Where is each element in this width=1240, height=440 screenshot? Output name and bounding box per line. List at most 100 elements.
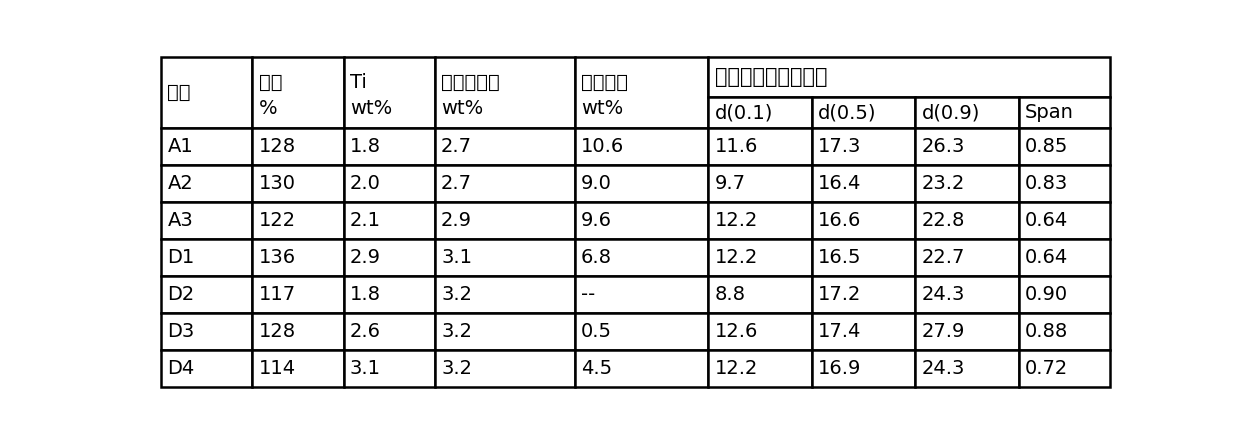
Bar	[915, 313, 1018, 350]
Text: 27.9: 27.9	[921, 322, 965, 341]
Bar	[708, 239, 812, 276]
Bar	[253, 202, 343, 239]
Text: 3.1: 3.1	[441, 248, 472, 267]
Text: 0.85: 0.85	[1024, 137, 1068, 156]
Bar	[1018, 202, 1110, 239]
Bar	[574, 239, 708, 276]
Text: 2.7: 2.7	[441, 174, 472, 193]
Bar	[161, 128, 253, 165]
Text: D4: D4	[167, 359, 195, 378]
Text: 122: 122	[259, 211, 295, 230]
Text: 3.2: 3.2	[441, 322, 472, 341]
Text: D2: D2	[167, 285, 195, 304]
Bar	[574, 128, 708, 165]
Bar	[435, 350, 574, 387]
Bar	[253, 276, 343, 313]
Bar	[343, 128, 435, 165]
Text: %: %	[259, 99, 278, 118]
Text: 0.5: 0.5	[580, 322, 611, 341]
Text: 22.7: 22.7	[921, 248, 965, 267]
Text: 2.9: 2.9	[350, 248, 381, 267]
Text: d(0.9): d(0.9)	[921, 103, 980, 122]
Bar	[812, 128, 915, 165]
Bar	[435, 57, 574, 128]
Text: 16.4: 16.4	[818, 174, 862, 193]
Bar	[253, 239, 343, 276]
Text: 0.90: 0.90	[1024, 285, 1068, 304]
Bar	[1018, 313, 1110, 350]
Bar	[1018, 350, 1110, 387]
Bar	[708, 165, 812, 202]
Text: 17.4: 17.4	[818, 322, 862, 341]
Text: wt%: wt%	[441, 99, 484, 118]
Bar	[812, 276, 915, 313]
Bar	[343, 276, 435, 313]
Text: 二醇酯含量: 二醇酯含量	[441, 73, 500, 92]
Bar	[574, 276, 708, 313]
Bar	[343, 165, 435, 202]
Text: D1: D1	[167, 248, 195, 267]
Text: 0.83: 0.83	[1024, 174, 1068, 193]
Text: 136: 136	[259, 248, 295, 267]
Text: A1: A1	[167, 137, 193, 156]
Bar	[708, 97, 812, 128]
Text: d(0.1): d(0.1)	[714, 103, 773, 122]
Bar	[915, 350, 1018, 387]
Bar	[812, 313, 915, 350]
Bar	[574, 350, 708, 387]
Bar	[812, 202, 915, 239]
Bar	[1018, 128, 1110, 165]
Text: 9.7: 9.7	[714, 174, 745, 193]
Bar	[1018, 239, 1110, 276]
Bar	[343, 350, 435, 387]
Text: 17.3: 17.3	[818, 137, 862, 156]
Bar	[574, 57, 708, 128]
Text: 8.8: 8.8	[714, 285, 745, 304]
Text: 12.2: 12.2	[714, 211, 758, 230]
Text: 0.64: 0.64	[1024, 211, 1068, 230]
Text: 2.0: 2.0	[350, 174, 381, 193]
Bar	[915, 276, 1018, 313]
Bar	[161, 276, 253, 313]
Bar	[253, 128, 343, 165]
Text: 16.9: 16.9	[818, 359, 862, 378]
Bar	[253, 313, 343, 350]
Bar	[708, 202, 812, 239]
Text: 0.88: 0.88	[1024, 322, 1068, 341]
Text: 催化剂组分粒度分布: 催化剂组分粒度分布	[714, 67, 827, 87]
Bar	[435, 239, 574, 276]
Bar	[708, 276, 812, 313]
Text: 9.6: 9.6	[580, 211, 611, 230]
Bar	[1018, 276, 1110, 313]
Bar	[161, 57, 253, 128]
Bar	[708, 313, 812, 350]
Bar	[161, 350, 253, 387]
Text: 128: 128	[259, 322, 295, 341]
Text: A3: A3	[167, 211, 193, 230]
Text: 二醈含量: 二醈含量	[580, 73, 627, 92]
Bar	[161, 165, 253, 202]
Text: D3: D3	[167, 322, 195, 341]
Text: 2.7: 2.7	[441, 137, 472, 156]
Text: d(0.5): d(0.5)	[818, 103, 877, 122]
Bar	[161, 202, 253, 239]
Text: 17.2: 17.2	[818, 285, 862, 304]
Text: 24.3: 24.3	[921, 285, 965, 304]
Text: 16.6: 16.6	[818, 211, 862, 230]
Bar	[435, 313, 574, 350]
Bar	[574, 313, 708, 350]
Bar	[574, 202, 708, 239]
Bar	[915, 202, 1018, 239]
Text: 1.8: 1.8	[350, 285, 381, 304]
Bar	[915, 97, 1018, 128]
Bar	[708, 128, 812, 165]
Bar	[708, 57, 1110, 97]
Text: wt%: wt%	[350, 99, 392, 118]
Bar	[435, 128, 574, 165]
Text: 9.0: 9.0	[580, 174, 611, 193]
Bar	[435, 202, 574, 239]
Bar	[915, 165, 1018, 202]
Text: 3.2: 3.2	[441, 285, 472, 304]
Bar	[343, 202, 435, 239]
Text: 0.64: 0.64	[1024, 248, 1068, 267]
